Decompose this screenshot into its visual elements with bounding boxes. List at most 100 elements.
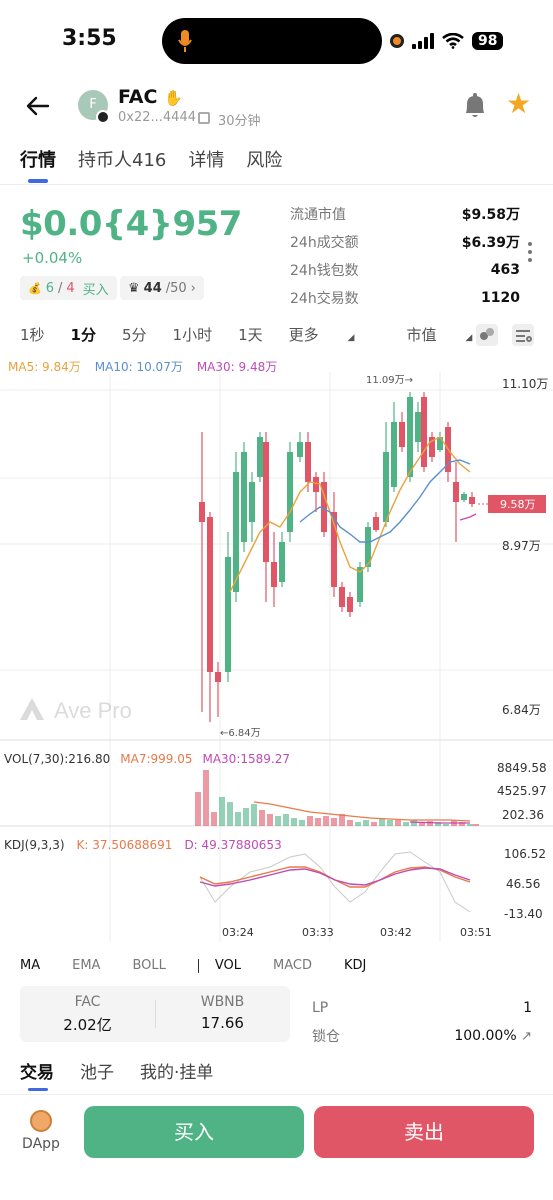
back-arrow-icon[interactable] [24,92,52,120]
stat-row: 24h成交额 $6.39万 [290,235,520,251]
tab-market[interactable]: 行情 [20,150,56,171]
tab-holders[interactable]: 持币人416 [78,150,167,171]
candle-body [305,442,311,482]
stat-row: 24h钱包数 463 [290,262,520,279]
candle-body [373,517,379,530]
favorite-star-icon[interactable]: ★ [506,87,532,120]
candle-body [407,397,413,477]
indicator-kdj[interactable]: KDJ [343,958,367,973]
ma30-line [459,513,477,521]
bell-icon[interactable] [462,92,488,120]
dapp-button[interactable]: DApp [20,1110,62,1152]
candle-body [421,397,427,467]
tab-risk[interactable]: 风险 [246,150,283,171]
candle-body [257,437,263,477]
indicator-macd[interactable]: MACD [273,958,312,973]
volume-bars [195,770,479,826]
interval-1s[interactable]: 1秒 [20,326,45,344]
indicator-vol[interactable]: VOL [214,958,241,973]
kdj-k-line [199,866,471,888]
kdj-legend: KDJ(9,3,3) K: 37.50688691 D: 49.37880653 [4,838,282,852]
interval-more[interactable]: 更多 ◢ [288,326,355,344]
volume-bar [355,822,361,826]
ma10-legend: MA10: 10.07万 [94,360,183,374]
vol-axis-label: 8849.58 [497,761,547,775]
interval-1m[interactable]: 1分 [70,326,96,344]
candle-body [233,472,239,592]
buy-label: 买入 [82,282,109,298]
sell-count: 4 [66,280,75,296]
volume-bar [315,818,321,826]
kdj-legend-d: D: 49.37880653 [184,838,282,852]
interval-1d[interactable]: 1天 [238,326,263,344]
volume-bar [203,770,209,826]
dapp-label: DApp [22,1136,60,1152]
pool-pair-box: FAC 2.02亿 WBNB 17.66 [20,986,290,1042]
ave-pro-watermark: Ave Pro [20,698,132,723]
tab-pool[interactable]: 池子 [80,1063,114,1083]
indicator-ma[interactable]: MA [20,958,41,973]
volume-bar [243,808,249,826]
ma5-line [229,436,471,593]
volume-bar [443,824,449,826]
chart-settings-icon[interactable] [512,324,534,346]
microphone-icon [178,30,192,52]
candle-body [263,442,269,562]
price-chart[interactable]: Ave Pro 11.10万 8.97万 6.84万 11.09万→ ←6.84… [0,372,553,942]
low-price-marker: ←6.84万 [220,728,261,739]
volume-bar [219,797,225,826]
chevron-right-icon: › [190,280,196,296]
volume-bar [473,824,479,826]
copy-icon[interactable] [198,112,210,124]
bottom-tabs: 交易 池子 我的·挂单 [20,1058,213,1083]
current-price-tag [488,495,546,513]
lp-value: 1 [523,1000,532,1016]
volume-bar [331,818,337,826]
buy-button[interactable]: 买入 [84,1106,304,1158]
cellular-signal-icon [412,33,434,49]
bnb-chain-icon [96,110,110,124]
volume-bar [275,816,281,826]
tab-my-orders[interactable]: 我的·挂单 [140,1063,214,1083]
kdj-legend-k: K: 37.50688691 [76,838,173,852]
sell-button[interactable]: 卖出 [314,1106,534,1158]
volume-bar [211,812,217,826]
volume-bar [195,792,201,826]
more-options-icon[interactable] [528,242,532,266]
price-change: +0.04% [22,249,83,267]
tab-trade[interactable]: 交易 [20,1063,54,1083]
indicator-toggle-icon[interactable] [476,324,498,346]
lock-value[interactable]: 100.00% ↗ [454,1028,532,1044]
volume-bar [347,820,353,826]
ma-legend: MA5: 9.84万 MA10: 10.07万 MA30: 9.48万 [8,358,277,375]
indicator-boll[interactable]: BOLL [132,958,166,973]
crown-score: 44 [143,280,162,296]
vol-axis-label: 202.36 [502,808,544,822]
indicator-ema[interactable]: EMA [72,958,101,973]
tab-details[interactable]: 详情 [188,150,225,171]
volume-bar [291,818,297,826]
price-axis-bottom: 6.84万 [502,703,541,717]
kdj-legend-main: KDJ(9,3,3) [4,838,65,852]
token-address: 0x22...4444 [118,110,196,125]
candle-body [383,452,389,522]
crown-score-badge[interactable]: ♛ 44 /50 › [120,276,204,300]
pair-right-value: 17.66 [201,1014,244,1032]
volume-bar [227,802,233,826]
candle-body [271,562,277,587]
pair-left-value: 2.02亿 [63,1016,112,1034]
volume-bar [427,821,433,826]
mode-market-cap[interactable]: 市值 ◢ [406,326,473,344]
candle-body [249,482,255,522]
volume-bar [379,818,385,826]
interval-1h[interactable]: 1小时 [172,326,213,344]
dynamic-island [162,18,382,64]
volume-bar [403,822,409,826]
volume-bar [323,816,329,826]
interval-5m[interactable]: 5分 [121,326,147,344]
interval-selector: 1秒 1分 5分 1小时 1天 更多 ◢ 市值 ◢ [20,324,524,345]
candle-body [415,412,421,442]
buy-sell-badge[interactable]: 💰 6 / 4 买入 [20,276,117,300]
candle-body [453,482,459,502]
volume-legend: VOL(7,30):216.80 MA7:999.05 MA30:1589.27 [4,752,290,766]
